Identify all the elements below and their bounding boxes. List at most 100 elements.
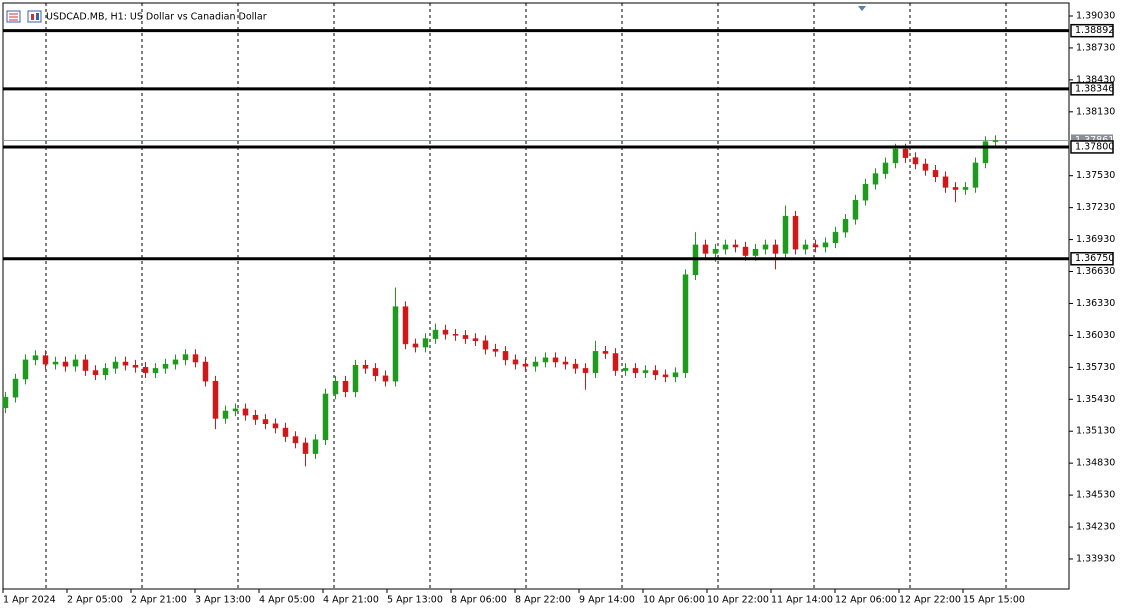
x-tick-label: 2 Apr 21:00 bbox=[131, 595, 187, 606]
candle-body bbox=[602, 351, 609, 354]
candle-body bbox=[852, 199, 859, 220]
candle-body bbox=[722, 244, 729, 250]
candle-body bbox=[252, 414, 259, 420]
x-tick-label: 10 Apr 06:00 bbox=[643, 595, 705, 606]
candle-body bbox=[332, 380, 339, 395]
candle-body bbox=[372, 368, 379, 377]
candle-body bbox=[452, 334, 459, 336]
candle-body bbox=[222, 410, 229, 419]
candle-body bbox=[922, 163, 929, 171]
candle-body bbox=[932, 170, 939, 178]
candle-body bbox=[272, 423, 279, 429]
x-tick-label: 15 Apr 15:00 bbox=[963, 595, 1025, 606]
candle-body bbox=[152, 368, 159, 373]
candle-body bbox=[402, 306, 409, 345]
y-tick-label: 1.37230 bbox=[1076, 202, 1115, 213]
x-tick-label: 11 Apr 14:00 bbox=[771, 595, 833, 606]
candle-body bbox=[972, 162, 979, 188]
candle-body bbox=[482, 340, 489, 350]
x-tick-label: 8 Apr 22:00 bbox=[515, 595, 571, 606]
y-tick-label: 1.39030 bbox=[1076, 10, 1115, 21]
candle-body bbox=[832, 231, 839, 244]
candle-body bbox=[142, 367, 149, 373]
x-tick-label: 12 Apr 06:00 bbox=[835, 595, 897, 606]
candle-body bbox=[782, 215, 789, 254]
chart-title: USDCAD.MB, H1: US Dollar vs Canadian Dol… bbox=[46, 12, 267, 23]
y-tick-label: 1.34530 bbox=[1076, 490, 1115, 501]
level-box bbox=[1070, 23, 1114, 38]
candle-body bbox=[632, 368, 639, 373]
y-tick-label: 1.34830 bbox=[1076, 458, 1115, 469]
x-tick-label: 4 Apr 21:00 bbox=[323, 595, 379, 606]
candle-body bbox=[442, 329, 449, 335]
candle-body bbox=[792, 215, 799, 250]
candle-body bbox=[562, 361, 569, 365]
y-tick-label: 1.36630 bbox=[1076, 266, 1115, 277]
y-tick-label: 1.36030 bbox=[1076, 330, 1115, 341]
candle-body bbox=[882, 162, 889, 174]
candle-body bbox=[92, 370, 99, 376]
level-box bbox=[1070, 140, 1114, 154]
y-tick-label: 1.38730 bbox=[1076, 42, 1115, 53]
candle-body bbox=[472, 338, 479, 341]
candle-body bbox=[912, 157, 919, 165]
candle-body bbox=[762, 244, 769, 250]
x-tick-label: 12 Apr 22:00 bbox=[899, 595, 961, 606]
candle-body bbox=[652, 370, 659, 376]
candle-body bbox=[662, 374, 669, 378]
candle-body bbox=[622, 368, 629, 371]
candle-body bbox=[962, 187, 969, 190]
level-label: 1.37800 bbox=[1075, 141, 1114, 152]
candle-body bbox=[12, 378, 19, 398]
level-label: 1.38346 bbox=[1075, 83, 1114, 94]
candle-body bbox=[212, 380, 219, 419]
candle-body bbox=[822, 242, 829, 248]
candle-body bbox=[682, 274, 689, 373]
candle-body bbox=[172, 359, 179, 365]
candle-body bbox=[702, 244, 709, 254]
y-tick-label: 1.35130 bbox=[1076, 426, 1115, 437]
y-tick-label: 1.35730 bbox=[1076, 362, 1115, 373]
candle-body bbox=[302, 442, 309, 454]
y-tick-label: 1.37530 bbox=[1076, 170, 1115, 181]
plot-frame bbox=[2, 2, 1070, 590]
candle-body bbox=[132, 364, 139, 368]
y-tick-label: 1.38430 bbox=[1076, 74, 1115, 85]
candle-body bbox=[842, 219, 849, 233]
y-tick-label: 1.33930 bbox=[1076, 553, 1115, 564]
candle-body bbox=[352, 364, 359, 393]
candle-body bbox=[42, 355, 49, 365]
x-tick-label: 10 Apr 22:00 bbox=[707, 595, 769, 606]
candle-body bbox=[102, 368, 109, 376]
candle-body bbox=[262, 419, 269, 425]
candle-body bbox=[182, 354, 189, 361]
candle-body bbox=[592, 351, 599, 373]
candle-body bbox=[772, 244, 779, 254]
candle-body bbox=[802, 244, 809, 250]
candle-body bbox=[992, 140, 999, 142]
candle-body bbox=[412, 343, 419, 348]
candle-body bbox=[502, 351, 509, 361]
candle-body bbox=[872, 173, 879, 185]
level-box bbox=[1070, 251, 1114, 266]
candle-body bbox=[642, 370, 649, 373]
candle-body bbox=[982, 141, 989, 164]
candle-body bbox=[942, 176, 949, 188]
candle-body bbox=[322, 393, 329, 440]
candle-body bbox=[122, 361, 129, 366]
candle-body bbox=[732, 244, 739, 248]
candle-body bbox=[392, 306, 399, 382]
candle-body bbox=[712, 248, 719, 254]
candle-body bbox=[192, 354, 199, 363]
candle-body bbox=[572, 363, 579, 369]
candle-body bbox=[952, 187, 959, 190]
y-tick-label: 1.38130 bbox=[1076, 106, 1115, 117]
x-tick-label: 2 Apr 05:00 bbox=[67, 595, 123, 606]
candle-body bbox=[382, 375, 389, 382]
candle-body bbox=[32, 355, 39, 361]
shift-marker bbox=[858, 6, 866, 11]
candle-body bbox=[532, 361, 539, 367]
y-tick-label: 1.35430 bbox=[1076, 394, 1115, 405]
x-tick-label: 1 Apr 2024 bbox=[3, 595, 56, 606]
candle-body bbox=[232, 408, 239, 412]
